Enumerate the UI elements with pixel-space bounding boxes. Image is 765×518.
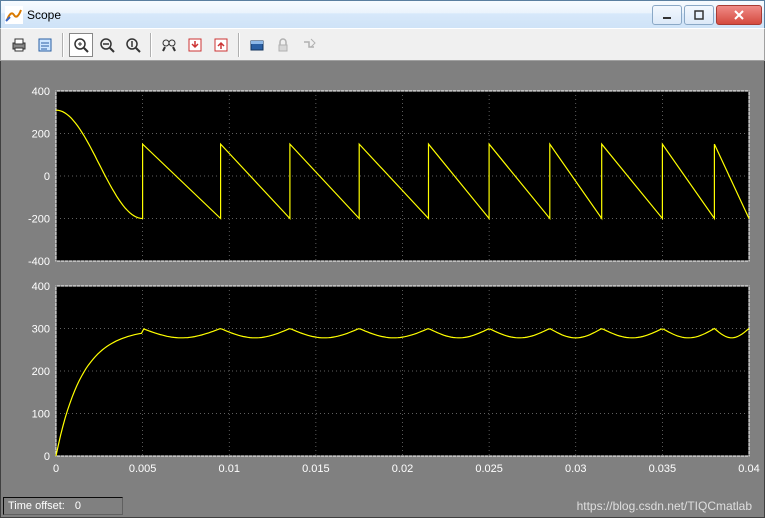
svg-text:400: 400 [32, 281, 50, 293]
scope-window: Scope -400 -200 0 200 400 0 100 200 300 400 0 0.005… [0, 0, 765, 518]
float-icon[interactable] [245, 33, 269, 57]
svg-text:400: 400 [32, 86, 50, 98]
signal-select-icon [297, 33, 321, 57]
params-icon[interactable] [33, 33, 57, 57]
window-title: Scope [27, 8, 650, 22]
svg-text:0.03: 0.03 [565, 463, 586, 475]
print-icon[interactable] [7, 33, 31, 57]
window-controls [650, 5, 762, 25]
svg-text:0.005: 0.005 [129, 463, 157, 475]
svg-text:0: 0 [44, 171, 50, 183]
svg-text:0.035: 0.035 [649, 463, 677, 475]
toolbar-separator [62, 33, 64, 57]
plot-area: -400 -200 0 200 400 0 100 200 300 400 0 0.005 0.01 0.… [0, 61, 765, 518]
scope-chart: -400 -200 0 200 400 0 100 200 300 400 0 0.005 0.01 0.… [1, 61, 764, 516]
svg-text:-200: -200 [28, 214, 50, 226]
lock-icon [271, 33, 295, 57]
svg-text:200: 200 [32, 129, 50, 141]
svg-text:300: 300 [32, 324, 50, 336]
titlebar[interactable]: Scope [0, 0, 765, 28]
toolbar [0, 28, 765, 61]
maximize-button[interactable] [684, 5, 714, 25]
svg-text:-400: -400 [28, 256, 50, 268]
svg-text:0.025: 0.025 [475, 463, 503, 475]
svg-text:0: 0 [44, 451, 50, 463]
minimize-button[interactable] [652, 5, 682, 25]
toolbar-separator [238, 33, 240, 57]
svg-text:0.02: 0.02 [392, 463, 413, 475]
zoom-in-icon[interactable] [69, 33, 93, 57]
restore-axes-icon[interactable] [209, 33, 233, 57]
time-offset-label: Time offset: [8, 500, 65, 512]
watermark-text: https://blog.csdn.net/TIQCmatlab [577, 499, 752, 513]
zoom-y-icon[interactable] [121, 33, 145, 57]
status-bar: Time offset: 0 [3, 497, 123, 515]
close-button[interactable] [716, 5, 762, 25]
save-axes-icon[interactable] [183, 33, 207, 57]
time-offset-value: 0 [75, 500, 81, 512]
toolbar-separator [150, 33, 152, 57]
zoom-x-icon[interactable] [95, 33, 119, 57]
svg-text:0: 0 [53, 463, 59, 475]
svg-text:0.01: 0.01 [219, 463, 240, 475]
svg-text:0.015: 0.015 [302, 463, 330, 475]
svg-text:100: 100 [32, 409, 50, 421]
svg-text:0.04: 0.04 [738, 463, 759, 475]
svg-text:200: 200 [32, 366, 50, 378]
matlab-scope-icon [5, 6, 23, 24]
autoscale-icon[interactable] [157, 33, 181, 57]
